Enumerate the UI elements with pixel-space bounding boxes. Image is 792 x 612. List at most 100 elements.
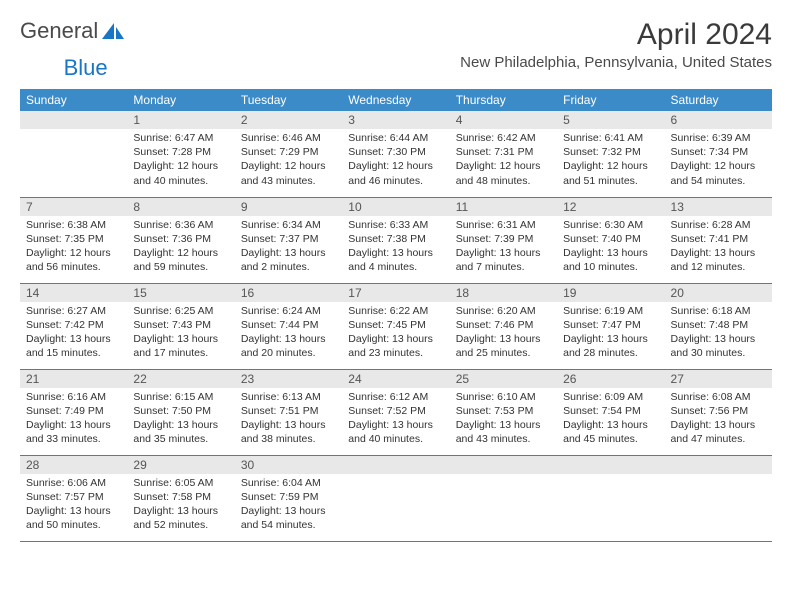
day-info: Sunrise: 6:09 AMSunset: 7:54 PMDaylight:… bbox=[557, 388, 664, 451]
sunrise-text: Sunrise: 6:16 AM bbox=[26, 390, 121, 404]
day-info: Sunrise: 6:46 AMSunset: 7:29 PMDaylight:… bbox=[235, 129, 342, 192]
daylight-text: Daylight: 12 hours and 54 minutes. bbox=[671, 159, 766, 187]
day-number: 7 bbox=[20, 198, 127, 216]
day-number: 14 bbox=[20, 284, 127, 302]
sunrise-text: Sunrise: 6:42 AM bbox=[456, 131, 551, 145]
daylight-text: Daylight: 13 hours and 20 minutes. bbox=[241, 332, 336, 360]
day-number: 5 bbox=[557, 111, 664, 129]
day-number: 2 bbox=[235, 111, 342, 129]
day-cell: 16Sunrise: 6:24 AMSunset: 7:44 PMDayligh… bbox=[235, 283, 342, 369]
week-row: 7Sunrise: 6:38 AMSunset: 7:35 PMDaylight… bbox=[20, 197, 772, 283]
day-info: Sunrise: 6:30 AMSunset: 7:40 PMDaylight:… bbox=[557, 216, 664, 279]
day-number: 24 bbox=[342, 370, 449, 388]
day-info: Sunrise: 6:36 AMSunset: 7:36 PMDaylight:… bbox=[127, 216, 234, 279]
sunrise-text: Sunrise: 6:24 AM bbox=[241, 304, 336, 318]
daylight-text: Daylight: 13 hours and 23 minutes. bbox=[348, 332, 443, 360]
sunset-text: Sunset: 7:39 PM bbox=[456, 232, 551, 246]
day-number: 12 bbox=[557, 198, 664, 216]
day-info: Sunrise: 6:39 AMSunset: 7:34 PMDaylight:… bbox=[665, 129, 772, 192]
day-number: 18 bbox=[450, 284, 557, 302]
day-cell bbox=[20, 111, 127, 197]
brand-part2: Blue bbox=[64, 55, 108, 81]
day-cell: 26Sunrise: 6:09 AMSunset: 7:54 PMDayligh… bbox=[557, 369, 664, 455]
sunrise-text: Sunrise: 6:46 AM bbox=[241, 131, 336, 145]
brand-part1: General bbox=[20, 18, 98, 44]
day-cell: 20Sunrise: 6:18 AMSunset: 7:48 PMDayligh… bbox=[665, 283, 772, 369]
sunset-text: Sunset: 7:57 PM bbox=[26, 490, 121, 504]
day-info: Sunrise: 6:04 AMSunset: 7:59 PMDaylight:… bbox=[235, 474, 342, 537]
sunrise-text: Sunrise: 6:38 AM bbox=[26, 218, 121, 232]
sunset-text: Sunset: 7:50 PM bbox=[133, 404, 228, 418]
day-cell: 18Sunrise: 6:20 AMSunset: 7:46 PMDayligh… bbox=[450, 283, 557, 369]
sunset-text: Sunset: 7:30 PM bbox=[348, 145, 443, 159]
day-number: 28 bbox=[20, 456, 127, 474]
day-number: 27 bbox=[665, 370, 772, 388]
day-info: Sunrise: 6:24 AMSunset: 7:44 PMDaylight:… bbox=[235, 302, 342, 365]
day-info: Sunrise: 6:42 AMSunset: 7:31 PMDaylight:… bbox=[450, 129, 557, 192]
sunset-text: Sunset: 7:47 PM bbox=[563, 318, 658, 332]
sunrise-text: Sunrise: 6:28 AM bbox=[671, 218, 766, 232]
day-number: 13 bbox=[665, 198, 772, 216]
day-cell bbox=[557, 455, 664, 541]
week-row: 21Sunrise: 6:16 AMSunset: 7:49 PMDayligh… bbox=[20, 369, 772, 455]
day-cell bbox=[342, 455, 449, 541]
daylight-text: Daylight: 13 hours and 15 minutes. bbox=[26, 332, 121, 360]
day-header: Thursday bbox=[450, 89, 557, 111]
week-row: 14Sunrise: 6:27 AMSunset: 7:42 PMDayligh… bbox=[20, 283, 772, 369]
daylight-text: Daylight: 12 hours and 56 minutes. bbox=[26, 246, 121, 274]
sunset-text: Sunset: 7:36 PM bbox=[133, 232, 228, 246]
day-info: Sunrise: 6:25 AMSunset: 7:43 PMDaylight:… bbox=[127, 302, 234, 365]
day-number bbox=[557, 456, 664, 474]
day-cell: 3Sunrise: 6:44 AMSunset: 7:30 PMDaylight… bbox=[342, 111, 449, 197]
day-cell: 27Sunrise: 6:08 AMSunset: 7:56 PMDayligh… bbox=[665, 369, 772, 455]
sunset-text: Sunset: 7:46 PM bbox=[456, 318, 551, 332]
sunrise-text: Sunrise: 6:44 AM bbox=[348, 131, 443, 145]
day-cell: 28Sunrise: 6:06 AMSunset: 7:57 PMDayligh… bbox=[20, 455, 127, 541]
sunrise-text: Sunrise: 6:22 AM bbox=[348, 304, 443, 318]
day-info: Sunrise: 6:28 AMSunset: 7:41 PMDaylight:… bbox=[665, 216, 772, 279]
sunset-text: Sunset: 7:37 PM bbox=[241, 232, 336, 246]
sunset-text: Sunset: 7:48 PM bbox=[671, 318, 766, 332]
calendar-table: Sunday Monday Tuesday Wednesday Thursday… bbox=[20, 89, 772, 542]
day-cell: 2Sunrise: 6:46 AMSunset: 7:29 PMDaylight… bbox=[235, 111, 342, 197]
daylight-text: Daylight: 13 hours and 12 minutes. bbox=[671, 246, 766, 274]
day-cell: 19Sunrise: 6:19 AMSunset: 7:47 PMDayligh… bbox=[557, 283, 664, 369]
day-number: 6 bbox=[665, 111, 772, 129]
day-cell: 15Sunrise: 6:25 AMSunset: 7:43 PMDayligh… bbox=[127, 283, 234, 369]
day-number: 20 bbox=[665, 284, 772, 302]
day-cell: 1Sunrise: 6:47 AMSunset: 7:28 PMDaylight… bbox=[127, 111, 234, 197]
day-cell: 30Sunrise: 6:04 AMSunset: 7:59 PMDayligh… bbox=[235, 455, 342, 541]
daylight-text: Daylight: 13 hours and 25 minutes. bbox=[456, 332, 551, 360]
day-cell: 8Sunrise: 6:36 AMSunset: 7:36 PMDaylight… bbox=[127, 197, 234, 283]
day-cell: 29Sunrise: 6:05 AMSunset: 7:58 PMDayligh… bbox=[127, 455, 234, 541]
day-number bbox=[665, 456, 772, 474]
sunset-text: Sunset: 7:34 PM bbox=[671, 145, 766, 159]
sunrise-text: Sunrise: 6:13 AM bbox=[241, 390, 336, 404]
sunset-text: Sunset: 7:59 PM bbox=[241, 490, 336, 504]
sunset-text: Sunset: 7:35 PM bbox=[26, 232, 121, 246]
sunset-text: Sunset: 7:43 PM bbox=[133, 318, 228, 332]
day-info: Sunrise: 6:34 AMSunset: 7:37 PMDaylight:… bbox=[235, 216, 342, 279]
daylight-text: Daylight: 13 hours and 7 minutes. bbox=[456, 246, 551, 274]
day-info: Sunrise: 6:20 AMSunset: 7:46 PMDaylight:… bbox=[450, 302, 557, 365]
daylight-text: Daylight: 12 hours and 59 minutes. bbox=[133, 246, 228, 274]
day-info: Sunrise: 6:19 AMSunset: 7:47 PMDaylight:… bbox=[557, 302, 664, 365]
daylight-text: Daylight: 13 hours and 10 minutes. bbox=[563, 246, 658, 274]
sunrise-text: Sunrise: 6:31 AM bbox=[456, 218, 551, 232]
day-header-row: Sunday Monday Tuesday Wednesday Thursday… bbox=[20, 89, 772, 111]
day-cell: 12Sunrise: 6:30 AMSunset: 7:40 PMDayligh… bbox=[557, 197, 664, 283]
sunrise-text: Sunrise: 6:08 AM bbox=[671, 390, 766, 404]
day-number: 9 bbox=[235, 198, 342, 216]
day-number: 29 bbox=[127, 456, 234, 474]
sunrise-text: Sunrise: 6:20 AM bbox=[456, 304, 551, 318]
day-info: Sunrise: 6:31 AMSunset: 7:39 PMDaylight:… bbox=[450, 216, 557, 279]
day-number: 15 bbox=[127, 284, 234, 302]
day-header: Sunday bbox=[20, 89, 127, 111]
sunset-text: Sunset: 7:53 PM bbox=[456, 404, 551, 418]
daylight-text: Daylight: 13 hours and 47 minutes. bbox=[671, 418, 766, 446]
day-header: Tuesday bbox=[235, 89, 342, 111]
sunset-text: Sunset: 7:41 PM bbox=[671, 232, 766, 246]
daylight-text: Daylight: 13 hours and 4 minutes. bbox=[348, 246, 443, 274]
sunset-text: Sunset: 7:44 PM bbox=[241, 318, 336, 332]
day-cell bbox=[665, 455, 772, 541]
